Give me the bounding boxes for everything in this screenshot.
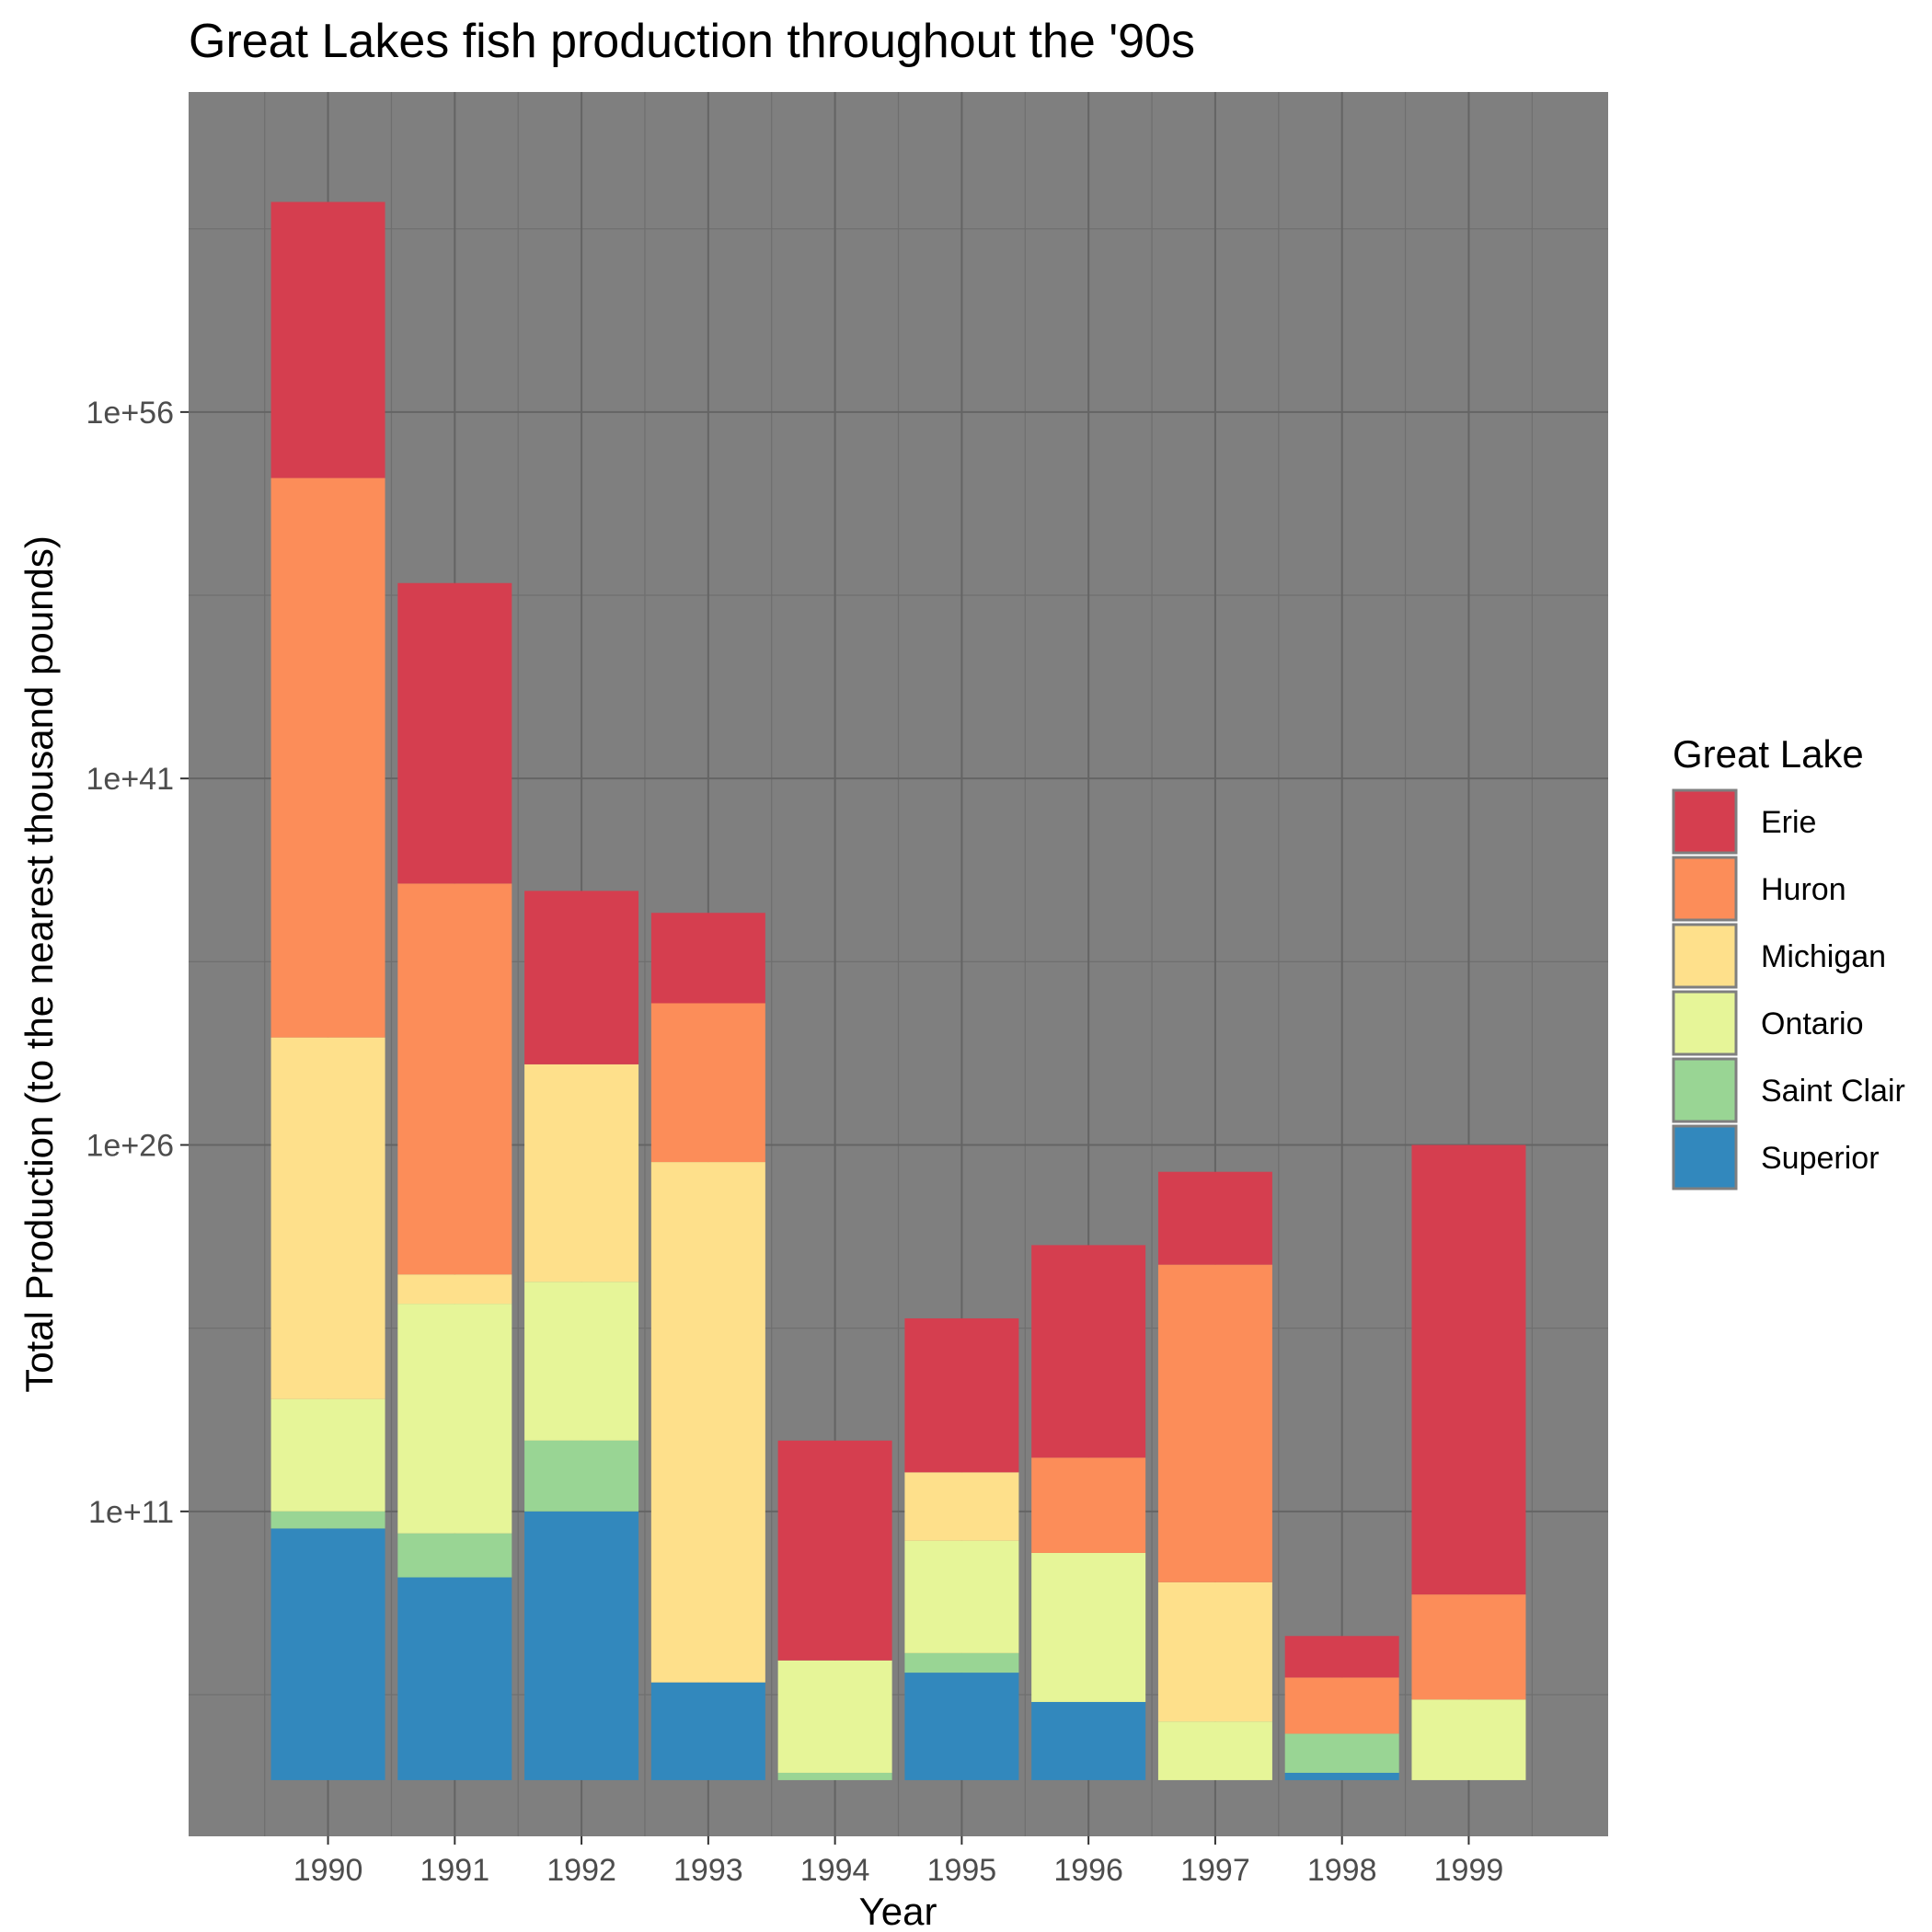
- bar-segment-erie: [524, 891, 639, 1064]
- bar-segment-saint-clair: [1284, 1733, 1399, 1773]
- bar-segment-erie: [650, 913, 765, 1004]
- bar-segment-erie: [1284, 1636, 1399, 1678]
- x-tick-label: 1990: [293, 1853, 363, 1888]
- bar-segment-ontario: [1157, 1721, 1272, 1780]
- legend-label: Ontario: [1761, 1006, 1864, 1041]
- bar-segment-erie: [777, 1440, 892, 1661]
- legend-key-erie: [1672, 788, 1738, 855]
- x-tick-label: 1994: [800, 1853, 870, 1888]
- legend-title: Great Lake: [1673, 732, 1864, 776]
- chart-title: Great Lakes fish production throughout t…: [189, 15, 1195, 68]
- y-tick-label: 1e+26: [86, 1129, 175, 1164]
- bar-segment-superior: [397, 1577, 512, 1780]
- bar-segment-erie: [904, 1318, 1019, 1473]
- legend-label: Michigan: [1761, 939, 1886, 974]
- bar-segment-saint-clair: [904, 1652, 1019, 1673]
- bar-segment-michigan: [1157, 1581, 1272, 1722]
- bar-segment-erie: [397, 582, 512, 884]
- bar-segment-superior: [1031, 1701, 1146, 1780]
- bar-segment-superior: [1284, 1772, 1399, 1780]
- bar-segment-michigan: [650, 1162, 765, 1683]
- x-tick-label: 1998: [1307, 1853, 1377, 1888]
- bar-segment-huron: [1157, 1264, 1272, 1582]
- bar-segment-huron: [1284, 1677, 1399, 1734]
- bar-segment-erie: [1157, 1171, 1272, 1265]
- x-tick-label: 1997: [1180, 1853, 1250, 1888]
- bar-segment-ontario: [904, 1540, 1019, 1653]
- y-axis-title: Total Production (to the nearest thousan…: [17, 535, 61, 1393]
- bar-segment-ontario: [1031, 1552, 1146, 1702]
- bar-segment-saint-clair: [524, 1440, 639, 1512]
- bar-segment-saint-clair: [777, 1772, 892, 1780]
- bar-segment-superior: [270, 1528, 385, 1780]
- bar-segment-ontario: [270, 1398, 385, 1512]
- x-tick-label: 1999: [1434, 1853, 1504, 1888]
- bar-segment-michigan: [270, 1037, 385, 1399]
- x-tick-label: 1991: [420, 1853, 489, 1888]
- bar-segment-superior: [524, 1511, 639, 1780]
- y-axis: 1e+11 1e+26 1e+41 1e+56: [86, 396, 189, 1530]
- legend-key-saint-clair: [1672, 1057, 1738, 1123]
- bar-segment-michigan: [397, 1274, 512, 1305]
- bar-segment-erie: [1411, 1144, 1526, 1595]
- legend-label: Superior: [1761, 1141, 1880, 1176]
- legend-label: Huron: [1761, 872, 1846, 907]
- bar-segment-saint-clair: [397, 1533, 512, 1578]
- legend: Great Lake Erie Huron Michigan Ontario Saint…: [1672, 732, 1905, 1190]
- x-tick-label: 1993: [673, 1853, 743, 1888]
- bar-segment-superior: [904, 1673, 1019, 1780]
- legend-label: Erie: [1761, 805, 1816, 840]
- bar-segment-superior: [650, 1682, 765, 1780]
- x-axis: 1990 1991 1992 1993 1994 1995 1996 1997 1998 1999: [293, 1836, 1504, 1888]
- bar-segment-erie: [1031, 1245, 1146, 1458]
- bar-segment-michigan: [904, 1472, 1019, 1541]
- legend-label: Saint Clair: [1761, 1074, 1905, 1109]
- legend-key-superior: [1672, 1124, 1738, 1190]
- bar-segment-erie: [270, 201, 385, 478]
- x-axis-title: Year: [859, 1890, 937, 1932]
- legend-key-huron: [1672, 856, 1738, 922]
- legend-items: Erie Huron Michigan Ontario Saint Clair Super…: [1672, 788, 1905, 1190]
- bars-layer: [270, 201, 1526, 1780]
- legend-key-ontario: [1672, 990, 1738, 1056]
- bar-segment-huron: [650, 1003, 765, 1163]
- bar-segment-michigan: [524, 1064, 639, 1282]
- bar-segment-huron: [1031, 1457, 1146, 1553]
- bar-segment-ontario: [397, 1304, 512, 1534]
- y-tick-label: 1e+56: [86, 396, 175, 431]
- bar-segment-ontario: [777, 1660, 892, 1773]
- bar-segment-huron: [397, 883, 512, 1275]
- x-tick-label: 1996: [1053, 1853, 1123, 1888]
- x-tick-label: 1995: [927, 1853, 997, 1888]
- y-tick-label: 1e+41: [86, 762, 175, 797]
- legend-key-michigan: [1672, 923, 1738, 989]
- bar-segment-saint-clair: [270, 1511, 385, 1529]
- y-tick-label: 1e+11: [88, 1495, 174, 1530]
- bar-segment-huron: [1411, 1594, 1526, 1700]
- bar-segment-ontario: [1411, 1699, 1526, 1780]
- bar-segment-huron: [270, 477, 385, 1038]
- bar-segment-ontario: [524, 1282, 639, 1441]
- x-tick-label: 1992: [546, 1853, 616, 1888]
